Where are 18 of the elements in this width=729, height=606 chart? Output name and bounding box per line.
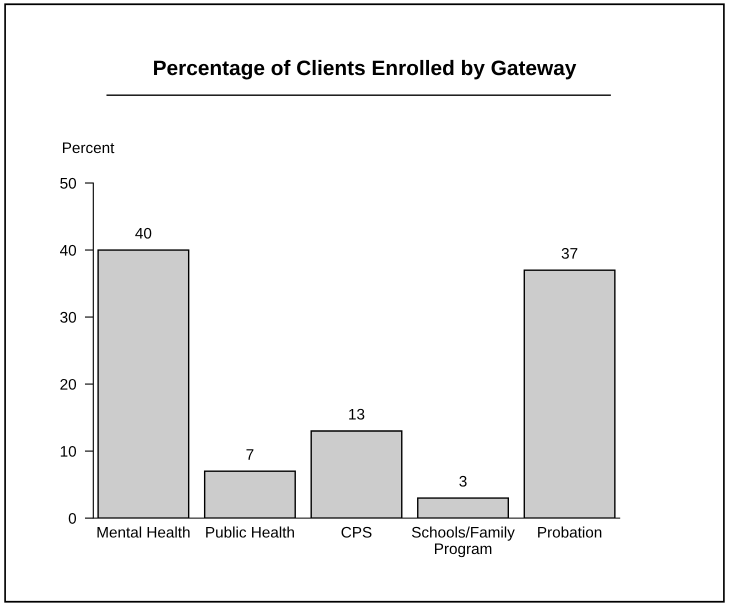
y-tick-label: 0 [68, 513, 76, 524]
y-tick-label: 30 [60, 312, 76, 323]
x-tick-label: Mental Health [98, 526, 190, 538]
data-label: 13 [349, 408, 364, 420]
x-tick-label: CPS [342, 526, 372, 538]
y-tick-label: 50 [60, 178, 76, 189]
y-tick-label: 20 [60, 378, 76, 390]
x-tick-label: Schools/Family Program [412, 526, 515, 558]
y-tick-label: 10 [60, 446, 76, 457]
data-label: 40 [135, 228, 152, 239]
y-axis-title: Percent [62, 142, 114, 154]
chart-title: Percentage of Clients Enrolled by Gateway [154, 60, 576, 80]
data-label: 3 [459, 476, 467, 487]
x-tick-label: Probation [538, 526, 602, 538]
x-tick-label: Public Health [206, 526, 294, 538]
y-tick-label: 40 [60, 244, 76, 256]
data-label: 37 [562, 248, 578, 259]
data-label: 7 [246, 449, 254, 460]
